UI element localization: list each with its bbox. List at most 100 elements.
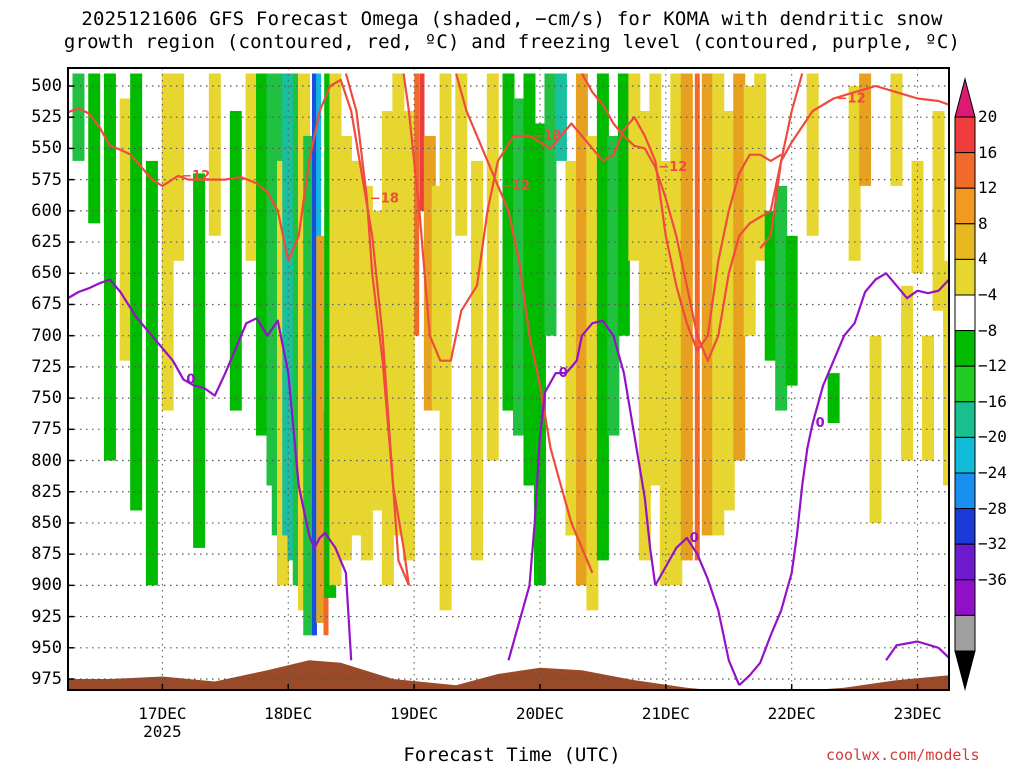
chart-title-line-1: 2025121606 GFS Forecast Omega (shaded, −… xyxy=(81,8,943,30)
y-tick-label-850: 850 xyxy=(31,512,62,533)
freezing-contour-line-4 xyxy=(885,640,949,661)
omega-column-28 xyxy=(350,160,363,536)
omega-shading-layer xyxy=(72,73,949,636)
colorbar-label-12: −32 xyxy=(978,534,1007,554)
omega-column-38 xyxy=(439,73,452,611)
dgz-contour-label-5: −12 xyxy=(837,91,866,106)
freezing-contour-label-2: 0 xyxy=(690,531,699,546)
colorbar-label-9: −20 xyxy=(978,427,1007,447)
colorbar-box-12 xyxy=(954,543,976,581)
y-tick-label-875: 875 xyxy=(31,544,62,565)
omega-column-66 xyxy=(754,73,767,261)
omega-column-34 xyxy=(414,73,420,336)
colorbar-box-3 xyxy=(954,223,976,260)
omega-column-70 xyxy=(806,73,819,236)
colorbar xyxy=(954,77,976,691)
omega-column-77 xyxy=(911,160,924,274)
dgz-contour-line-3 xyxy=(455,73,594,574)
colorbar-box-6 xyxy=(954,330,976,367)
omega-column-72 xyxy=(848,86,861,261)
omega-column-50 xyxy=(586,135,599,611)
omega-column-58 xyxy=(670,73,683,586)
colorbar-box-14 xyxy=(954,614,976,652)
dgz-contour-label-3: −12 xyxy=(501,179,530,194)
omega-column-12 xyxy=(256,73,269,436)
y-tick-label-650: 650 xyxy=(31,263,62,284)
colorbar-box-5 xyxy=(954,294,976,332)
omega-column-40 xyxy=(471,160,484,561)
plot-frame xyxy=(67,67,950,691)
omega-column-1 xyxy=(88,73,101,224)
omega-column-3 xyxy=(119,98,132,361)
omega-column-46 xyxy=(544,73,557,336)
y-tick-label-550: 550 xyxy=(31,138,62,159)
terrain-layer xyxy=(68,660,949,690)
colorbar-label-10: −24 xyxy=(978,463,1007,482)
omega-column-68 xyxy=(775,185,788,411)
freezing-contour-label-3: 0 xyxy=(816,416,825,431)
colorbar-label-8: −16 xyxy=(978,391,1007,411)
omega-column-59 xyxy=(680,73,693,561)
omega-column-78 xyxy=(922,335,935,461)
colorbar-box-11 xyxy=(954,508,976,545)
omega-column-11 xyxy=(245,73,258,261)
colorbar-label-3: 8 xyxy=(978,213,988,233)
omega-column-61 xyxy=(701,73,714,536)
freezing-contour-label-0: 0 xyxy=(186,372,195,387)
omega-column-44 xyxy=(523,73,536,486)
omega-column-10 xyxy=(229,110,242,411)
y-tick-label-800: 800 xyxy=(31,450,62,471)
omega-column-6 xyxy=(161,73,174,411)
omega-column-54 xyxy=(628,73,641,261)
omega-column-2 xyxy=(103,73,116,461)
x-axis-title: Forecast Time (UTC) xyxy=(403,744,621,766)
omega-column-57 xyxy=(659,160,672,586)
colorbar-box-4 xyxy=(954,258,976,296)
colorbar-box-2 xyxy=(954,187,976,225)
colorbar-label-1: 16 xyxy=(978,142,998,162)
colorbar-box-10 xyxy=(954,472,976,510)
y-tick-label-525: 525 xyxy=(31,107,62,128)
omega-column-29 xyxy=(360,185,373,561)
chart-title-line-2: growth region (contoured, red, ºC) and f… xyxy=(63,31,961,53)
colorbar-box-8 xyxy=(954,401,976,438)
omega-column-9 xyxy=(208,73,221,236)
x-tick-label-22DEC: 22DEC xyxy=(767,704,816,723)
dgz-contour-line-5 xyxy=(759,84,949,250)
dgz-contour-layer: −12 −18 −18 −12 −12 −12 xyxy=(68,72,949,586)
dgz-contour-label-0: −12 xyxy=(181,169,210,184)
dgz-contour-line-4 xyxy=(580,72,804,362)
omega-column-74 xyxy=(869,335,882,523)
colorbar-label-6: −8 xyxy=(978,320,998,340)
y-tick-label-775: 775 xyxy=(31,419,62,440)
colorbar-label-5: −4 xyxy=(978,285,998,304)
freezing-contour-line-2 xyxy=(654,536,741,686)
freezing-contour-line-0 xyxy=(68,278,353,661)
omega-column-65 xyxy=(743,86,756,336)
omega-column-35 xyxy=(419,73,425,211)
y-tick-label-700: 700 xyxy=(31,325,62,346)
colorbar-box-1 xyxy=(954,152,976,189)
omega-column-51 xyxy=(596,73,609,561)
omega-column-21 xyxy=(311,73,317,636)
y-tick-label-950: 950 xyxy=(31,637,62,658)
x-tick-label-21DEC: 21DEC xyxy=(641,704,690,723)
omega-column-33 xyxy=(402,110,415,561)
credit-link[interactable]: coolwx.com/models xyxy=(826,746,980,764)
omega-column-7 xyxy=(172,73,185,261)
y-tick-label-900: 900 xyxy=(31,575,62,596)
omega-column-8 xyxy=(193,173,206,548)
x-tick-label-20DEC: 20DEC xyxy=(515,704,565,723)
omega-column-26 xyxy=(329,73,342,586)
y-tick-label-500: 500 xyxy=(31,76,62,96)
terrain-surface xyxy=(68,660,949,690)
dgz-contour-label-2: −18 xyxy=(532,129,561,144)
omega-column-75 xyxy=(890,73,903,186)
y-tick-label-825: 825 xyxy=(31,481,62,502)
y-tick-label-600: 600 xyxy=(31,200,62,221)
colorbar-box-9 xyxy=(954,436,976,474)
dgz-contour-line-1 xyxy=(344,73,410,586)
freezing-contour-line-1 xyxy=(507,319,657,661)
